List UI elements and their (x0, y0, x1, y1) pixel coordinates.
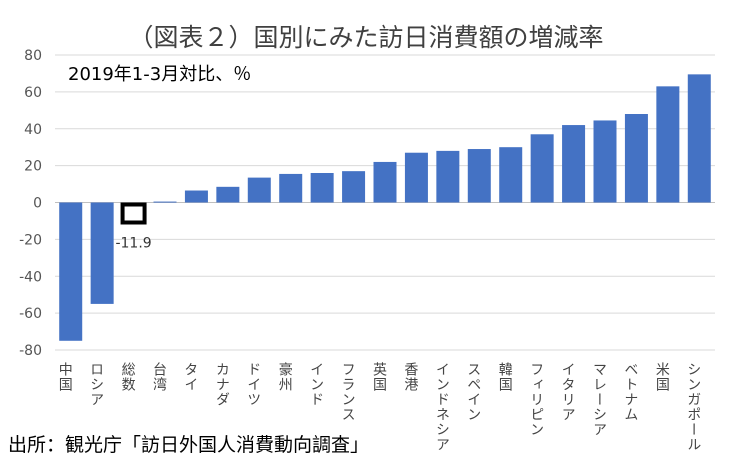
gridlines (55, 54, 715, 351)
category-label: 総数 (120, 362, 136, 392)
bar (593, 120, 617, 203)
category-label: スペイン (465, 362, 481, 422)
bar (59, 202, 83, 341)
category-label: 韓国 (497, 362, 513, 392)
category-label: タイ (182, 362, 198, 392)
category-label: ベトナム (622, 362, 638, 422)
category-label: 中国 (57, 362, 73, 392)
bar (624, 114, 648, 203)
category-label: 豪州 (277, 362, 293, 392)
bar (216, 186, 240, 203)
y-tick-label: -80 (19, 343, 42, 359)
bars (59, 74, 711, 341)
chart-subtitle: 2019年1-3月対比、％ (68, 64, 252, 85)
category-label: インドネシア (434, 362, 450, 452)
category-label: ロシア (88, 362, 104, 407)
bar (562, 125, 586, 203)
bar (404, 152, 428, 203)
category-label: 米国 (654, 362, 670, 392)
x-axis: 中国 ロシア 総数 台湾 タイ カナダ ドイツ 豪州 インド フランス 英国 香港 インドネシア スペイン… (57, 361, 702, 452)
bar (184, 190, 208, 203)
y-tick-label: 0 (33, 196, 42, 212)
y-tick-label: 60 (24, 85, 42, 101)
y-axis: 80 60 40 20 0 -20 -40 -60 -80 (19, 48, 42, 359)
chart-title: （図表２）国別にみた訪日消費額の増減率 (128, 23, 604, 52)
category-label: 台湾 (151, 362, 167, 392)
bar (436, 150, 460, 203)
bar (279, 173, 303, 203)
category-label: フランス (340, 362, 356, 422)
category-label: マレーシア (591, 362, 607, 437)
bar (310, 173, 334, 203)
bar (530, 134, 554, 203)
y-tick-label: 40 (24, 122, 42, 138)
bar (153, 201, 177, 203)
y-tick-label: -20 (19, 232, 42, 248)
y-tick-label: 80 (24, 48, 42, 64)
category-label: シンガポール (685, 362, 701, 452)
bar (467, 149, 491, 203)
category-label: イタリア (560, 362, 576, 422)
category-label: ドイツ (245, 362, 261, 407)
highlighted-bar (120, 202, 147, 225)
bar (687, 74, 711, 203)
bar (373, 161, 397, 203)
category-label: フィリピン (528, 362, 544, 437)
y-tick-label: -40 (19, 269, 42, 285)
bar (90, 202, 114, 304)
bar (342, 171, 366, 203)
bar (656, 86, 680, 203)
data-label: -11.9 (115, 235, 151, 251)
category-label: 英国 (371, 361, 387, 392)
category-label: カナダ (214, 362, 230, 407)
source-note: 出所：観光庁「訪日外国人消費動向調査」 (8, 434, 370, 456)
category-label: 香港 (402, 362, 418, 392)
y-tick-label: -60 (19, 306, 42, 322)
category-label: インド (308, 362, 324, 407)
annotations: -11.9 (115, 235, 151, 251)
bar (247, 177, 271, 203)
y-tick-label: 20 (24, 159, 42, 175)
bar (499, 147, 523, 203)
